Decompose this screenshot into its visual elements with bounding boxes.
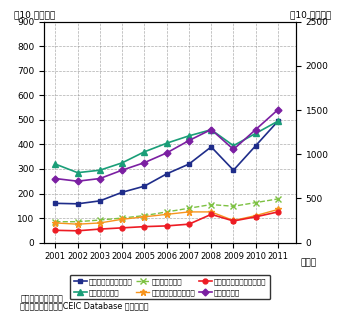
Line: 消費財（左軸）: 消費財（左軸） <box>52 196 281 225</box>
食料・飼料・飲料（左軸） <box>75 229 80 233</box>
資本財（左軸） <box>232 144 236 147</box>
総額（右軸） <box>276 108 280 112</box>
Line: 食料・飼料・飲料（左軸）: 食料・飼料・飲料（左軸） <box>53 210 280 233</box>
消費財（左軸） <box>165 210 169 214</box>
資本財（左軸） <box>254 132 258 135</box>
工業用原材料（左軸） <box>254 144 258 147</box>
食料・飼料・飲料（左軸） <box>98 227 102 231</box>
工業用原材料（左軸） <box>232 168 236 172</box>
Legend: 工業用原材料（左軸）, 資本財（左軸）, 消費財（左軸）, 自動車・部品（左軸）, 食料・飼料・飲料（左軸）, 総額（右軸）: 工業用原材料（左軸）, 資本財（左軸）, 消費財（左軸）, 自動車・部品（左軸）… <box>70 275 270 299</box>
Text: （10 億ドル）: （10 億ドル） <box>14 11 55 20</box>
消費財（左軸） <box>209 203 213 207</box>
工業用原材料（左軸） <box>209 145 213 149</box>
食料・飼料・飲料（左軸） <box>165 224 169 228</box>
工業用原材料（左軸） <box>142 184 147 188</box>
食料・飼料・飲料（左軸） <box>187 222 191 226</box>
工業用原材料（左軸） <box>165 172 169 176</box>
工業用原材料（左軸） <box>98 199 102 203</box>
食料・飼料・飲料（左軸） <box>232 219 236 223</box>
Text: 資料：米国商務省、CEIC Database から作成。: 資料：米国商務省、CEIC Database から作成。 <box>20 301 149 310</box>
自動車・部品（左軸） <box>120 217 124 221</box>
Text: （10 億ドル）: （10 億ドル） <box>290 11 331 20</box>
消費財（左軸） <box>53 220 57 224</box>
消費財（左軸） <box>75 220 80 224</box>
資本財（左軸） <box>165 141 169 145</box>
自動車・部品（左軸） <box>165 212 169 216</box>
総額（右軸） <box>209 128 213 131</box>
資本財（左軸） <box>75 171 80 174</box>
資本財（左軸） <box>276 119 280 123</box>
自動車・部品（左軸） <box>75 222 80 226</box>
Line: 自動車・部品（左軸）: 自動車・部品（左軸） <box>52 206 282 228</box>
食料・飼料・飲料（左軸） <box>254 215 258 219</box>
総額（右軸） <box>98 177 102 180</box>
Line: 総額（右軸）: 総額（右軸） <box>53 107 280 183</box>
資本財（左軸） <box>187 134 191 138</box>
総額（右軸） <box>254 128 258 131</box>
消費財（左軸） <box>98 218 102 222</box>
自動車・部品（左軸） <box>232 219 236 222</box>
総額（右軸） <box>120 168 124 172</box>
総額（右軸） <box>75 179 80 183</box>
資本財（左軸） <box>209 128 213 132</box>
総額（右軸） <box>165 151 169 155</box>
食料・飼料・飲料（左軸） <box>120 226 124 230</box>
総額（右軸） <box>142 161 147 165</box>
食料・飼料・飲料（左軸） <box>53 229 57 232</box>
自動車・部品（左軸） <box>276 208 280 211</box>
総額（右軸） <box>187 139 191 142</box>
工業用原材料（左軸） <box>187 162 191 166</box>
消費財（左軸） <box>232 204 236 208</box>
資本財（左軸） <box>120 161 124 165</box>
消費財（左軸） <box>276 197 280 201</box>
工業用原材料（左軸） <box>120 190 124 194</box>
消費財（左軸） <box>187 207 191 210</box>
Line: 工業用原材料（左軸）: 工業用原材料（左軸） <box>53 119 280 206</box>
工業用原材料（左軸） <box>53 202 57 205</box>
工業用原材料（左軸） <box>75 202 80 206</box>
総額（右軸） <box>53 177 57 180</box>
総額（右軸） <box>232 147 236 151</box>
Text: 備考：通関ベース。: 備考：通関ベース。 <box>20 294 63 303</box>
食料・飼料・飲料（左軸） <box>209 212 213 216</box>
消費財（左軸） <box>254 201 258 204</box>
自動車・部品（左軸） <box>254 214 258 217</box>
食料・飼料・飲料（左軸） <box>276 210 280 214</box>
消費財（左軸） <box>142 214 147 217</box>
自動車・部品（左軸） <box>142 215 147 219</box>
消費財（左軸） <box>120 216 124 220</box>
資本財（左軸） <box>98 168 102 172</box>
Line: 資本財（左軸）: 資本財（左軸） <box>53 118 281 175</box>
資本財（左軸） <box>53 162 57 166</box>
自動車・部品（左軸） <box>98 221 102 225</box>
自動車・部品（左軸） <box>53 221 57 225</box>
自動車・部品（左軸） <box>187 210 191 214</box>
工業用原材料（左軸） <box>276 119 280 123</box>
資本財（左軸） <box>142 150 147 154</box>
Text: （年）: （年） <box>301 258 317 267</box>
自動車・部品（左軸） <box>209 210 213 214</box>
食料・飼料・飲料（左軸） <box>142 225 147 229</box>
